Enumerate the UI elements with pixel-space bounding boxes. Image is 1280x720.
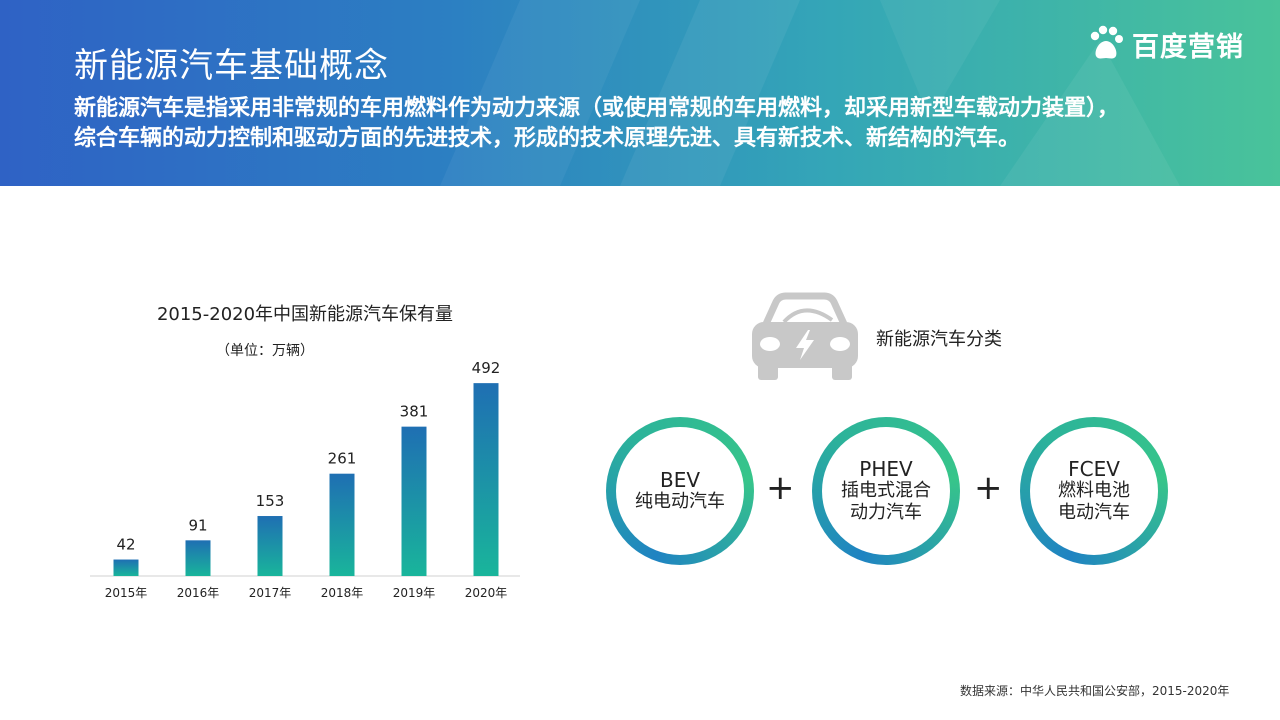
data-source: 数据来源：中华人民共和国公安部，2015-2020年 — [960, 684, 1230, 698]
phev-circle: PHEV 插电式混合 动力汽车 — [812, 417, 960, 565]
x-tick-label: 2018年 — [321, 586, 364, 600]
data-label: 153 — [256, 492, 285, 510]
data-label: 42 — [116, 536, 135, 554]
fcev-name-line: 燃料电池 — [1058, 480, 1130, 501]
intro-line: 新能源汽车是指采用非常规的车用燃料作为动力来源（或使用常规的车用燃料，却采用新型… — [74, 96, 1120, 121]
classification-label: 新能源汽车分类 — [876, 329, 1002, 350]
bar — [185, 540, 211, 576]
bar — [329, 473, 355, 576]
bar — [401, 426, 427, 576]
chart-unit: （单位：万辆） — [216, 343, 314, 359]
data-label: 492 — [472, 359, 501, 377]
x-tick-label: 2015年 — [105, 586, 148, 600]
bar — [473, 383, 499, 576]
paw-logo-icon — [1090, 25, 1123, 59]
phev-name-line: 插电式混合 — [841, 480, 931, 501]
bev-circle: BEV 纯电动汽车 — [606, 417, 754, 565]
page-title: 新能源汽车基础概念 — [74, 46, 389, 86]
phev-name-line: 动力汽车 — [850, 502, 922, 523]
intro-text: 新能源汽车是指采用非常规的车用燃料作为动力来源（或使用常规的车用燃料，却采用新型… — [74, 94, 1234, 154]
phev-abbr: PHEV — [859, 457, 913, 481]
data-label: 91 — [188, 516, 207, 534]
plus-sign: + — [766, 468, 795, 508]
plus-sign: + — [974, 468, 1003, 508]
intro-line: 综合车辆的动力控制和驱动方面的先进技术，形成的技术原理先进、具有新技术、新结构的… — [74, 126, 1021, 151]
data-label: 261 — [328, 450, 357, 468]
bar-chart: 42 2015年 91 2016年 153 2017年 261 2018年 381 2019年 49… — [90, 359, 520, 600]
fcev-circle: FCEV 燃料电池 电动汽车 — [1020, 417, 1168, 565]
chart-title: 2015-2020年中国新能源汽车保有量 — [156, 304, 454, 325]
header-decoration — [440, 0, 1180, 186]
logo-text: 百度营销 — [1132, 31, 1244, 63]
bev-name: 纯电动汽车 — [635, 491, 725, 512]
header-banner: 新能源汽车基础概念 新能源汽车是指采用非常规的车用燃料作为动力来源（或使用常规的… — [0, 0, 1280, 186]
data-label: 381 — [400, 403, 429, 421]
fcev-name-line: 电动汽车 — [1058, 502, 1130, 523]
x-tick-label: 2019年 — [393, 586, 436, 600]
x-tick-label: 2016年 — [177, 586, 220, 600]
bev-abbr: BEV — [659, 468, 701, 492]
x-tick-label: 2017年 — [249, 586, 292, 600]
brand-logo: 百度营销 — [1086, 24, 1244, 64]
x-tick-label: 2020年 — [465, 586, 508, 600]
electric-car-icon — [752, 292, 858, 380]
bar — [113, 559, 139, 576]
fcev-abbr: FCEV — [1068, 457, 1120, 481]
bar — [257, 516, 283, 576]
